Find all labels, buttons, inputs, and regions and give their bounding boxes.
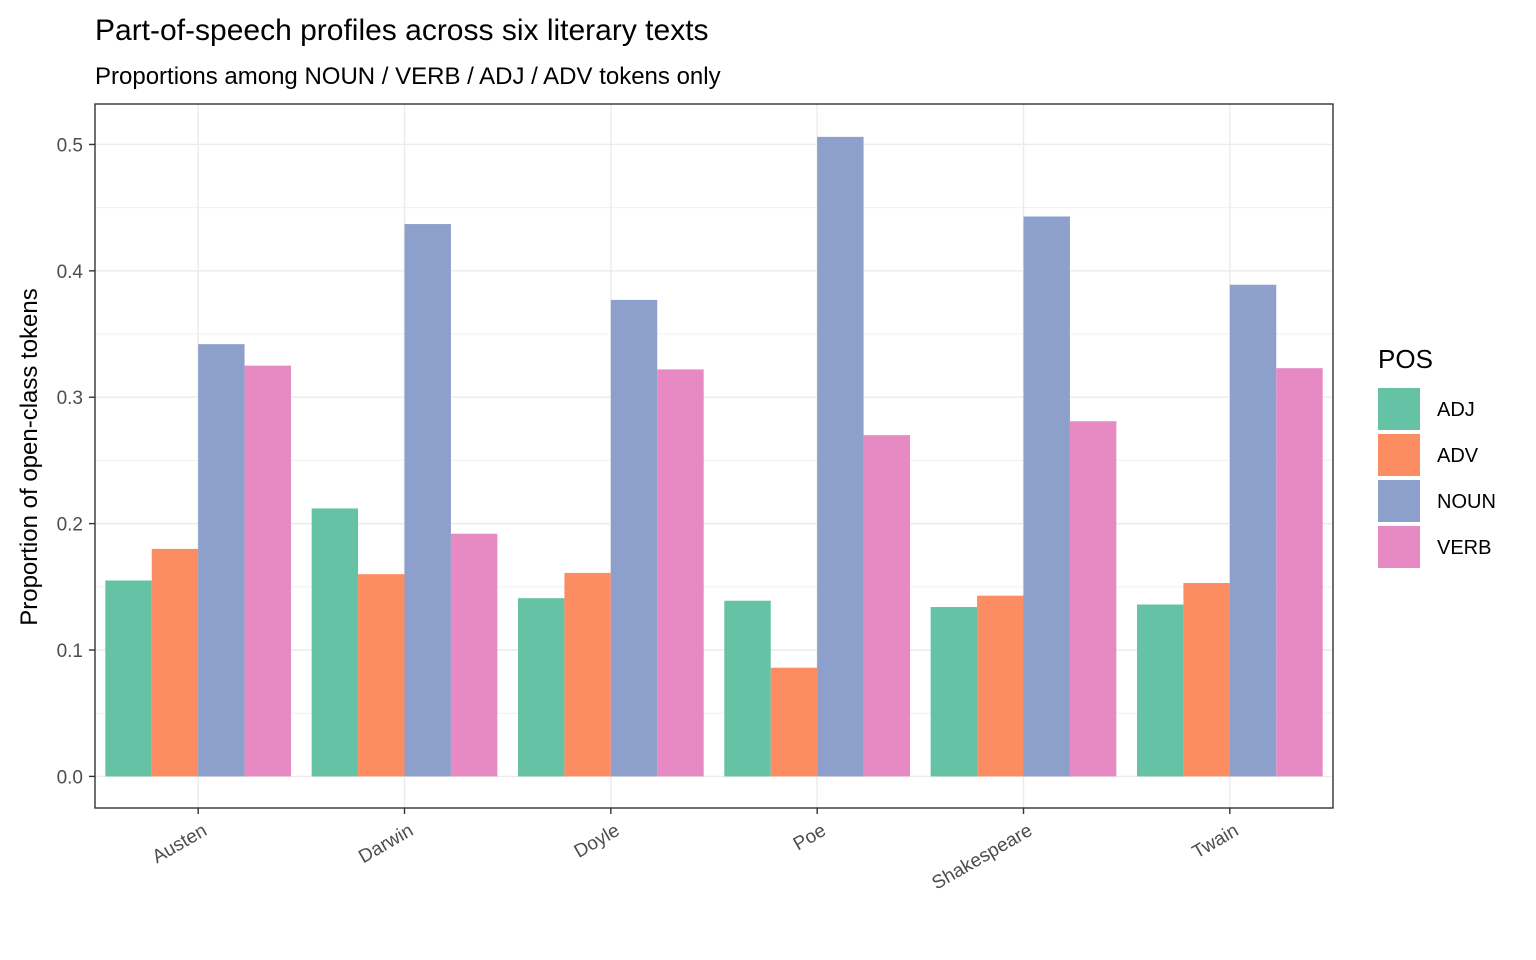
legend-title: POS — [1378, 344, 1433, 374]
bar-noun-twain — [1229, 284, 1277, 777]
legend-key-adv — [1378, 434, 1420, 476]
bar-noun-poe — [817, 136, 864, 777]
x-tick-label-poe: Poe — [790, 820, 830, 855]
bar-adv-austen — [151, 548, 199, 777]
legend-key-verb — [1378, 526, 1420, 568]
bar-adj-twain — [1136, 604, 1184, 777]
y-tick-label: 0.2 — [57, 515, 83, 536]
panel-background — [95, 104, 1333, 808]
bar-noun-darwin — [404, 224, 451, 777]
legend-label-adj: ADJ — [1437, 399, 1475, 421]
bar-verb-austen — [244, 365, 292, 777]
bar-adj-poe — [724, 600, 771, 777]
bar-adv-twain — [1183, 583, 1230, 777]
bar-adj-darwin — [311, 508, 359, 777]
bar-adv-doyle — [564, 572, 611, 777]
bar-adj-shakespeare — [930, 607, 978, 777]
bar-adj-austen — [105, 580, 152, 777]
x-tick-label-darwin: Darwin — [355, 820, 417, 868]
bar-verb-doyle — [657, 369, 704, 777]
legend-key-adj — [1378, 388, 1420, 430]
x-axis: Austen Darwin Doyle Poe Shakespeare Twain — [149, 808, 1242, 894]
minor-gridlines — [95, 207, 1333, 714]
chart-subtitle: Proportions among NOUN / VERB / ADJ / AD… — [95, 63, 721, 90]
bar-adv-darwin — [358, 574, 405, 777]
y-tick-label: 0.1 — [57, 641, 83, 662]
bar-adv-shakespeare — [977, 595, 1024, 777]
x-tick-label-shakespeare: Shakespeare — [929, 820, 1036, 894]
x-tick-label-austen: Austen — [149, 820, 211, 868]
bar-noun-austen — [198, 344, 245, 777]
legend-label-adv: ADV — [1437, 445, 1479, 467]
bar-adv-poe — [770, 667, 818, 777]
plot-panel — [94, 103, 1334, 809]
bar-verb-poe — [863, 435, 911, 777]
bar-verb-darwin — [450, 533, 498, 777]
legend: POS ADJ ADV NOUN VERB — [1378, 344, 1496, 568]
y-tick-label: 0.0 — [57, 767, 83, 788]
y-tick-label: 0.4 — [57, 262, 84, 283]
legend-key-noun — [1378, 480, 1420, 522]
chart-title: Part-of-speech profiles across six liter… — [95, 14, 709, 47]
panel-border — [94, 103, 1334, 809]
bar-noun-doyle — [610, 299, 658, 777]
bar-adj-doyle — [517, 598, 565, 777]
x-tick-label-twain: Twain — [1189, 820, 1242, 863]
bar-noun-shakespeare — [1023, 216, 1070, 777]
y-tick-label: 0.5 — [57, 135, 83, 156]
bar-verb-shakespeare — [1069, 421, 1117, 777]
x-tick-label-doyle: Doyle — [571, 820, 624, 862]
y-tick-label: 0.3 — [57, 388, 83, 409]
y-axis: 0.0 0.1 0.2 0.3 0.4 0.5 — [57, 135, 95, 788]
bars — [105, 136, 1323, 777]
y-axis-label: Proportion of open-class tokens — [16, 288, 43, 626]
legend-label-verb: VERB — [1437, 537, 1491, 559]
legend-label-noun: NOUN — [1437, 491, 1496, 513]
bar-verb-twain — [1276, 368, 1323, 777]
